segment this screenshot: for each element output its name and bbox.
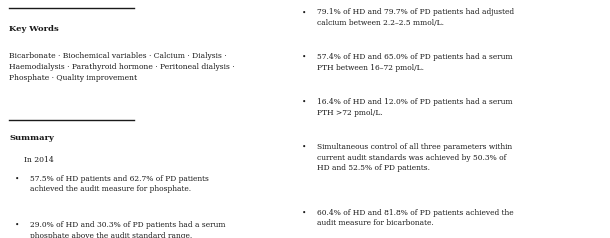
- Text: •: •: [302, 53, 306, 61]
- Text: In 2014: In 2014: [24, 156, 54, 164]
- Text: Bicarbonate · Biochemical variables · Calcium · Dialysis ·
Haemodialysis · Parat: Bicarbonate · Biochemical variables · Ca…: [9, 52, 235, 82]
- Text: •: •: [302, 209, 306, 217]
- Text: •: •: [15, 221, 20, 229]
- Text: •: •: [15, 175, 20, 183]
- Text: •: •: [302, 143, 306, 151]
- Text: 16.4% of HD and 12.0% of PD patients had a serum
PTH >72 pmol/L.: 16.4% of HD and 12.0% of PD patients had…: [317, 98, 513, 117]
- Text: 79.1% of HD and 79.7% of PD patients had adjusted
calcium between 2.2–2.5 mmol/L: 79.1% of HD and 79.7% of PD patients had…: [317, 8, 514, 27]
- Text: •: •: [302, 98, 306, 106]
- Text: 57.4% of HD and 65.0% of PD patients had a serum
PTH between 16–72 pmol/L.: 57.4% of HD and 65.0% of PD patients had…: [317, 53, 513, 72]
- Text: 60.4% of HD and 81.8% of PD patients achieved the
audit measure for bicarbonate.: 60.4% of HD and 81.8% of PD patients ach…: [317, 209, 514, 227]
- Text: Key Words: Key Words: [9, 25, 59, 33]
- Text: Simultaneous control of all three parameters within
current audit standards was : Simultaneous control of all three parame…: [317, 143, 512, 172]
- Text: •: •: [302, 8, 306, 16]
- Text: Summary: Summary: [9, 134, 54, 143]
- Text: 57.5% of HD patients and 62.7% of PD patients
achieved the audit measure for pho: 57.5% of HD patients and 62.7% of PD pat…: [30, 175, 209, 193]
- Text: 29.0% of HD and 30.3% of PD patients had a serum
phosphate above the audit stand: 29.0% of HD and 30.3% of PD patients had…: [30, 221, 226, 238]
